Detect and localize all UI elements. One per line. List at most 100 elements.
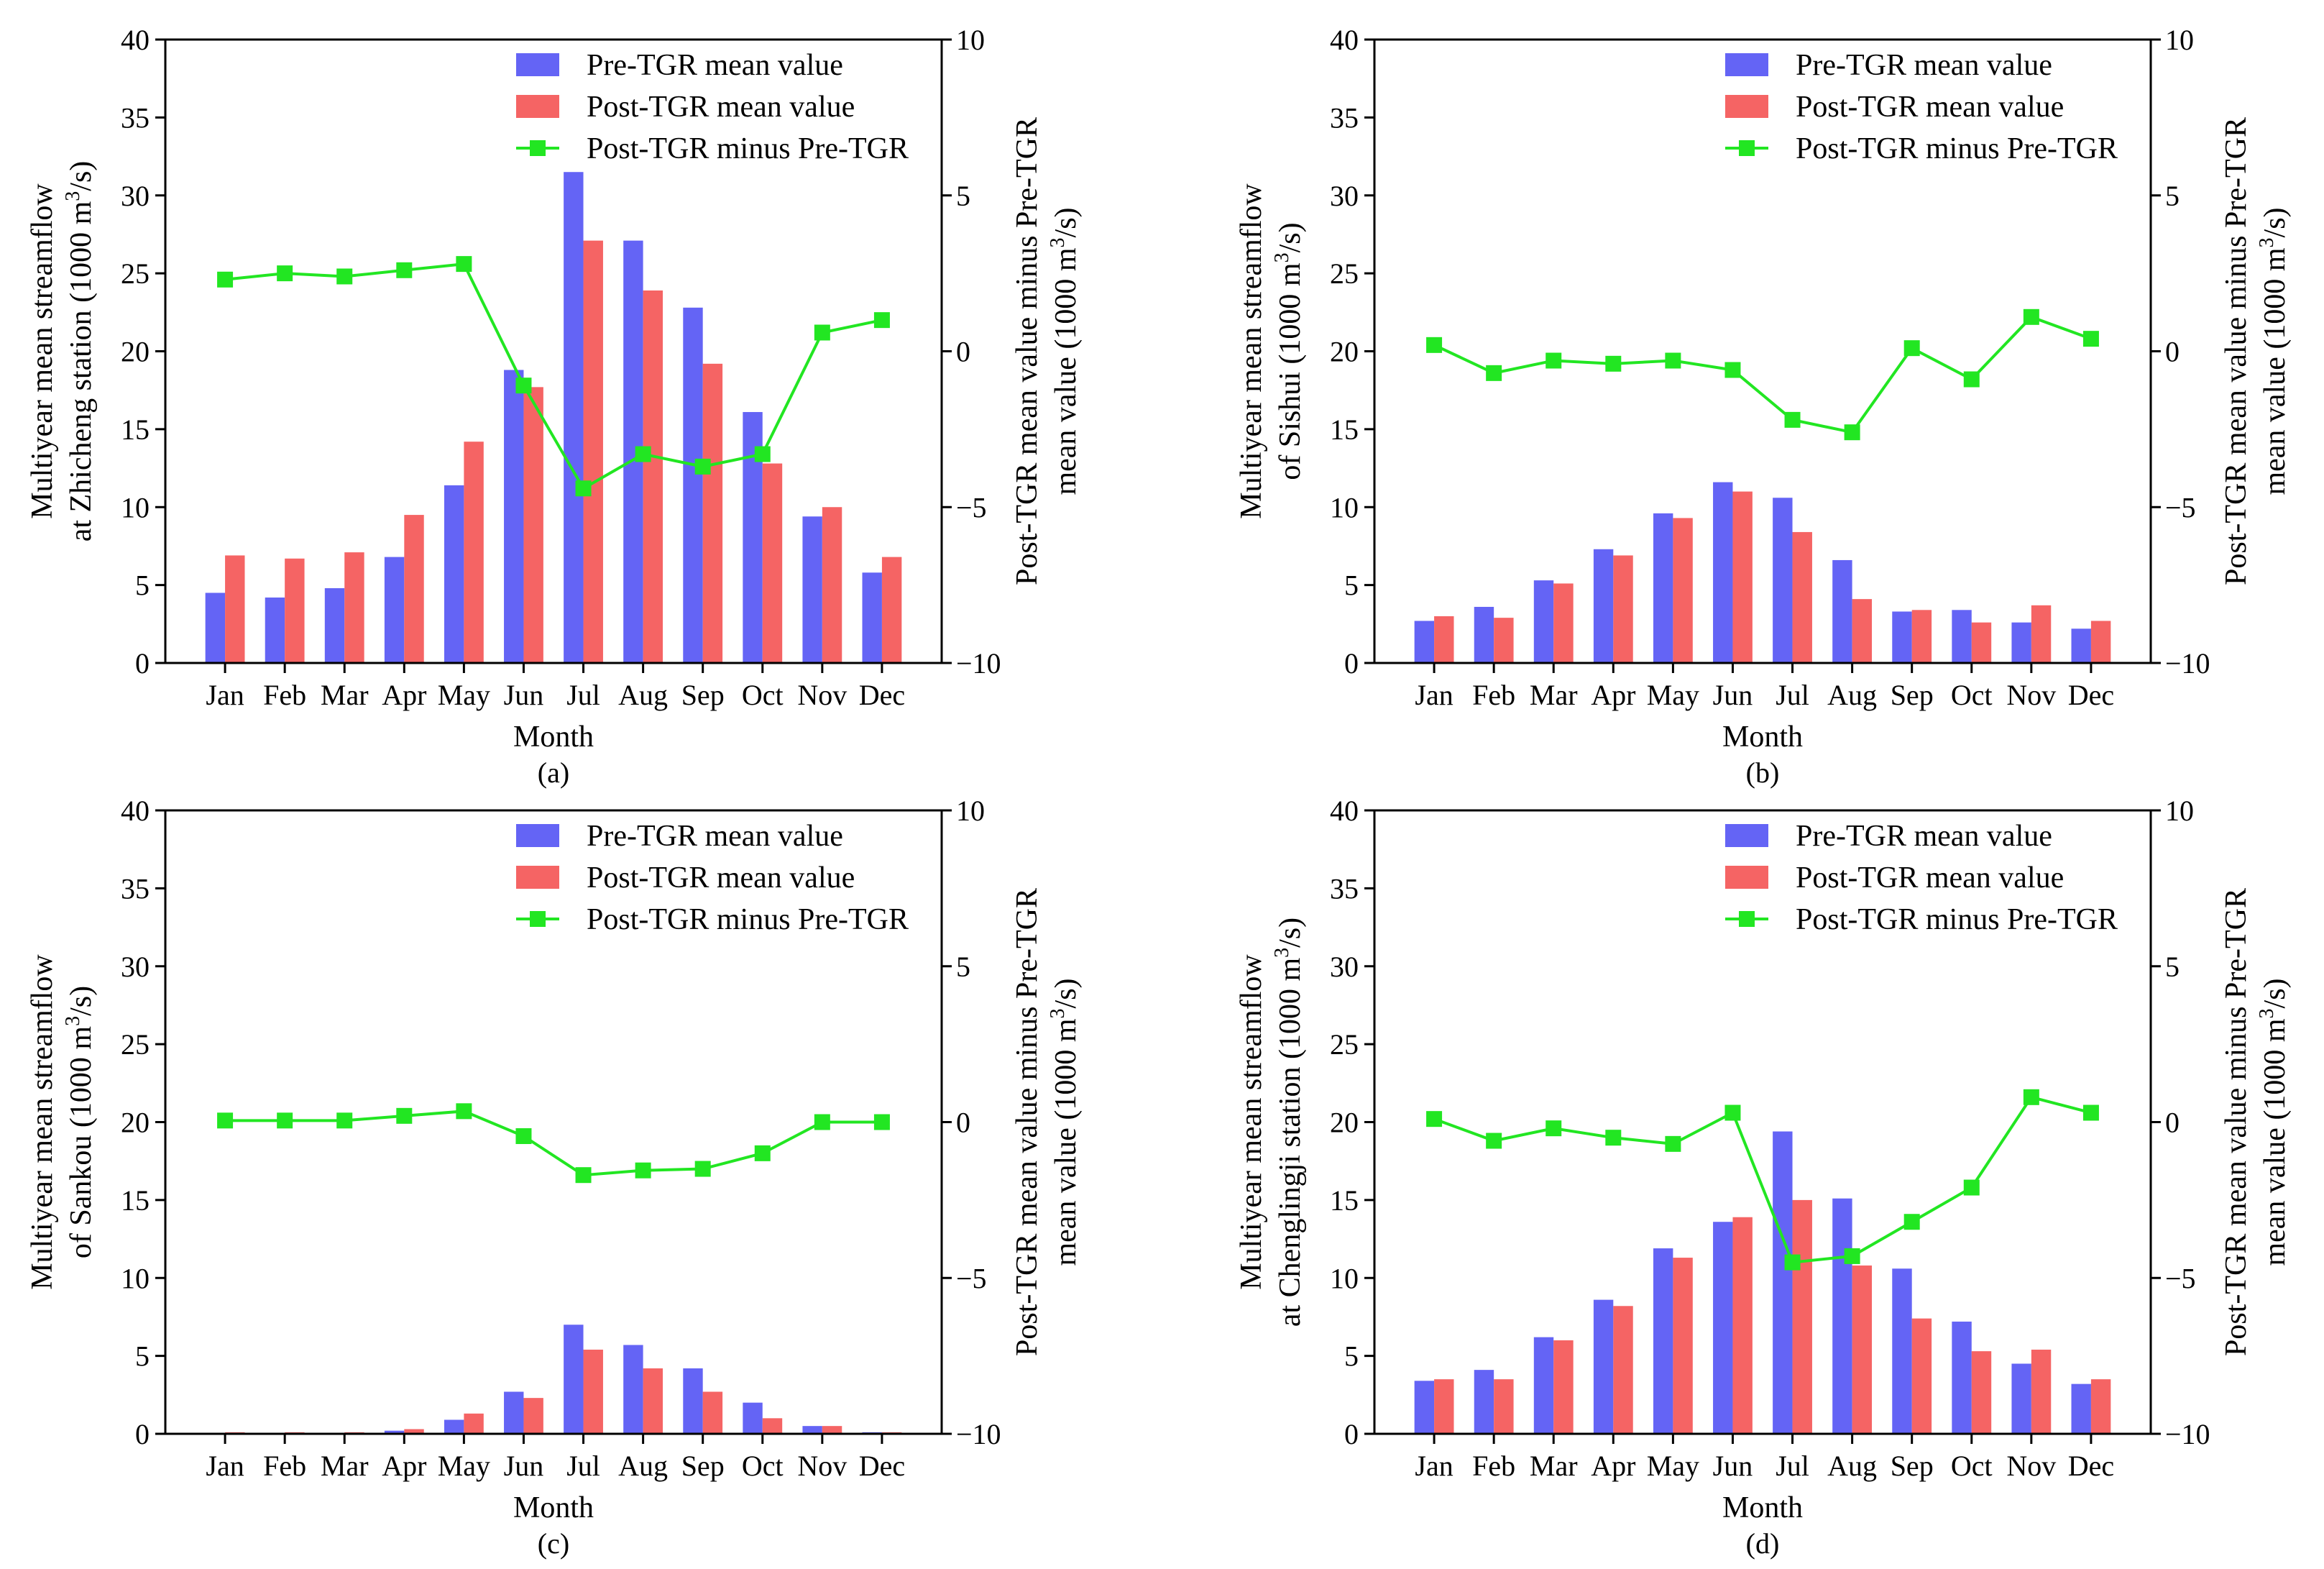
diff-marker (336, 1112, 353, 1129)
bar-post-tgr (404, 1429, 424, 1434)
legend-marker-diff (530, 140, 546, 156)
left-tick-label: 10 (1330, 1262, 1359, 1294)
bar-pre-tgr (802, 1426, 822, 1434)
bar-post-tgr (643, 290, 663, 663)
x-tick-label: Jan (206, 1450, 244, 1482)
diff-marker (694, 458, 711, 475)
diff-marker (277, 265, 293, 282)
diff-marker (754, 446, 771, 462)
bar-post-tgr (1494, 1379, 1514, 1434)
y2-axis-title-superscript: 3 (2256, 1008, 2278, 1018)
x-tick-label: Dec (859, 1450, 905, 1482)
y2-axis-title-line1: Post-TGR mean value minus Pre-TGR (2220, 888, 2253, 1356)
x-tick-label: Jun (504, 679, 544, 711)
y2-axis-title-line2: mean value (1000 m3/s) (1047, 207, 1083, 495)
right-tick-label: 5 (2165, 951, 2180, 983)
left-tick-label: 5 (135, 1340, 150, 1373)
left-tick-label: 30 (121, 180, 150, 212)
x-tick-label: Mar (321, 679, 369, 711)
y2-axis-title-unit: /s) (2259, 207, 2292, 237)
y2-axis-title-unit: /s) (2259, 978, 2292, 1008)
x-tick-label: May (1647, 679, 1699, 711)
right-tick-label: −5 (2165, 1262, 2196, 1294)
left-tick-label: 35 (121, 872, 150, 905)
bar-pre-tgr (1653, 513, 1673, 663)
x-tick-label: Dec (859, 679, 905, 711)
left-tick-label: 30 (1330, 951, 1359, 983)
legend: Pre-TGR mean value Post-TGR mean value Pos… (1725, 49, 2118, 165)
y2-axis-title-superscript: 3 (1047, 1008, 1069, 1018)
y-axis-title-line2: at Chenglingji station (1000 m3/s) (1271, 918, 1307, 1327)
diff-marker (1963, 371, 1980, 388)
right-tick-label: 10 (956, 795, 985, 827)
x-tick-label: Jul (566, 679, 600, 711)
legend-swatch-pre (516, 53, 559, 76)
x-tick-label: Aug (1827, 679, 1877, 711)
legend-marker-diff (530, 911, 546, 927)
left-tick-label: 10 (121, 491, 150, 523)
bar-post-tgr (464, 442, 484, 663)
y-axis-title-superscript: 3 (62, 1016, 84, 1026)
left-tick-label: 20 (1330, 336, 1359, 368)
x-axis-title: Month (1722, 721, 1803, 754)
bar-post-tgr (762, 1418, 783, 1434)
y2-axis-title-line1: Post-TGR mean value minus Pre-TGR (2220, 117, 2253, 585)
bar-pre-tgr (564, 172, 584, 664)
right-tick-label: −5 (956, 1262, 987, 1294)
x-tick-label: Mar (1530, 679, 1578, 711)
bar-post-tgr (583, 1349, 603, 1434)
diff-marker (1724, 1104, 1741, 1121)
bar-pre-tgr (743, 1402, 763, 1434)
x-tick-label: Nov (2006, 679, 2056, 711)
bar-pre-tgr (1773, 1131, 1793, 1434)
y2-axis-title-line1: Post-TGR mean value minus Pre-TGR (1011, 117, 1044, 585)
diff-marker (217, 271, 234, 288)
legend-label-pre: Pre-TGR mean value (587, 49, 843, 82)
bar-pre-tgr (1414, 621, 1435, 663)
bar-pre-tgr (1713, 482, 1733, 663)
bar-post-tgr (464, 1413, 484, 1434)
diff-marker (456, 256, 472, 273)
bar-pre-tgr (205, 593, 226, 663)
bar-pre-tgr (1952, 610, 1972, 663)
x-tick-label: Jun (1713, 1450, 1753, 1482)
bar-pre-tgr (802, 516, 822, 663)
panel-label: (c) (538, 1527, 569, 1560)
bar-pre-tgr (862, 572, 882, 663)
chart-panel-a: 0 5 10 15 20 25 30 35 40 −10 −5 0 5 10 Jan Feb Mar Apr May… (26, 24, 1083, 789)
bar-post-tgr (1911, 610, 1932, 663)
x-tick-label: Apr (382, 679, 426, 711)
bar-post-tgr (1792, 531, 1812, 663)
y2-axis-title-line1: Post-TGR mean value minus Pre-TGR (1011, 888, 1044, 1356)
diff-marker (1605, 1130, 1622, 1146)
y-axis-title-superscript: 3 (62, 191, 84, 201)
legend-label-post: Post-TGR mean value (1796, 861, 2064, 895)
bar-pre-tgr (2071, 1383, 2091, 1434)
diff-marker (635, 1162, 651, 1179)
right-tick-label: −5 (2165, 491, 2196, 523)
left-tick-label: 30 (1330, 180, 1359, 212)
diff-marker (336, 268, 353, 285)
bar-pre-tgr (1474, 606, 1494, 663)
bar-post-tgr (702, 363, 723, 663)
chart-panel-d: 0 5 10 15 20 25 30 35 40 −10 −5 0 5 10 Jan Feb Mar Apr May… (1235, 795, 2292, 1560)
left-tick-label: 40 (121, 795, 150, 827)
bar-post-tgr (1732, 1217, 1753, 1434)
left-tick-label: 0 (1344, 647, 1359, 680)
bar-post-tgr (1852, 1265, 1873, 1434)
bar-pre-tgr (2011, 622, 2031, 663)
legend-label-diff: Post-TGR minus Pre-TGR (587, 903, 909, 936)
bar-post-tgr (643, 1368, 663, 1434)
right-tick-label: 10 (2165, 24, 2194, 56)
x-tick-label: Sep (1891, 679, 1934, 711)
diff-line (1433, 315, 2092, 434)
bar-pre-tgr (1474, 1370, 1494, 1434)
legend-label-diff: Post-TGR minus Pre-TGR (1796, 903, 2118, 936)
x-axis-title: Month (1722, 1491, 1803, 1524)
left-tick-label: 20 (121, 336, 150, 368)
bar-post-tgr (1434, 1379, 1454, 1434)
diff-marker (2023, 308, 2039, 325)
diff-marker (694, 1161, 711, 1177)
left-tick-label: 35 (1330, 872, 1359, 905)
y2-axis-title-line2: mean value (1000 m3/s) (2256, 978, 2292, 1266)
